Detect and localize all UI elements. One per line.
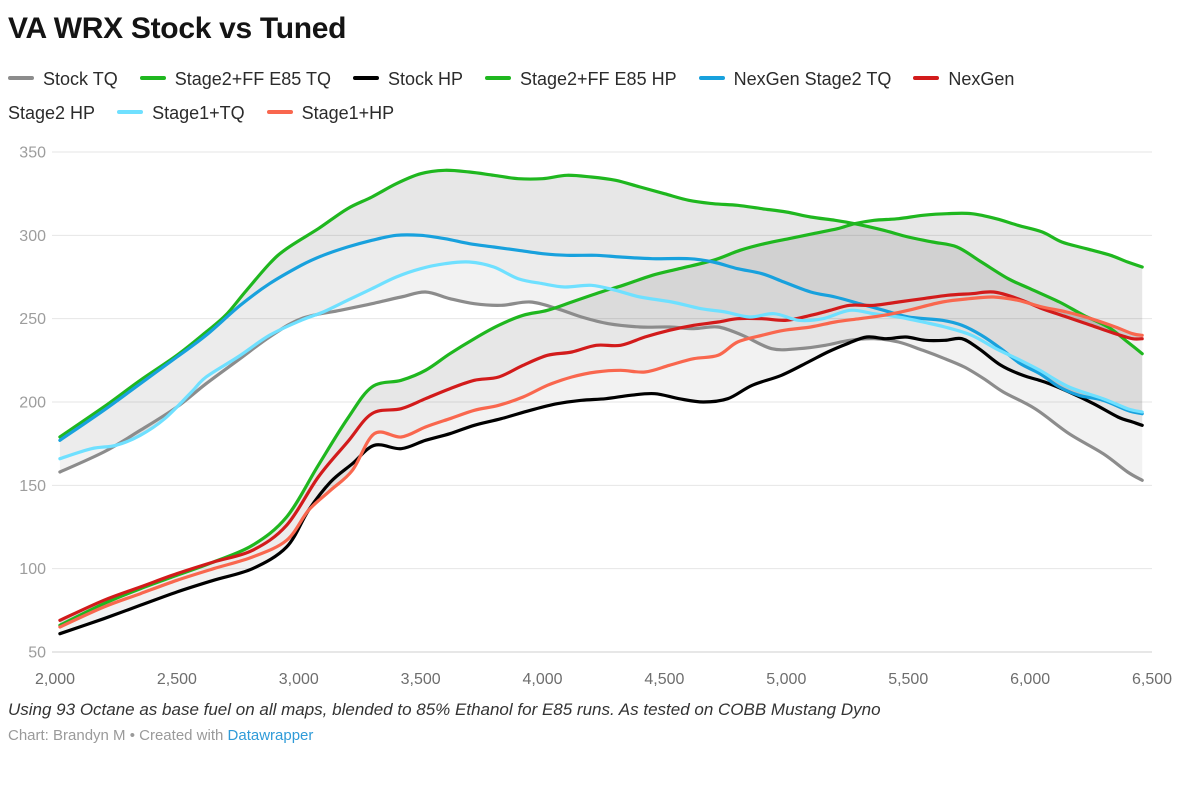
y-axis-tick-label: 150: [19, 478, 46, 495]
x-axis-tick-label: 2,500: [157, 671, 197, 688]
x-axis-tick-label: 4,000: [523, 671, 563, 688]
legend-item: Stock HP: [352, 69, 463, 89]
y-axis-tick-label: 200: [19, 395, 46, 412]
dyno-curve: [58, 233, 1144, 442]
dyno-curve: [58, 260, 1144, 461]
y-axis-tick-label: 300: [19, 228, 46, 245]
credit-line: Chart: Brandyn M • Created with Datawrap…: [8, 727, 1194, 744]
legend-swatch-icon: [485, 76, 511, 81]
legend-item: NexGen Stage2 HP: [8, 69, 1015, 123]
dyno-curve: [58, 335, 1144, 636]
legend: Stock TQ Stage2+FF E85 TQ Stock HP Stage2+F…: [8, 62, 1016, 130]
legend-swatch-icon: [266, 110, 293, 115]
legend-item: Stage1+HP: [266, 103, 394, 123]
x-axis-tick-label: 3,500: [401, 671, 441, 688]
chart-title: VA WRX Stock vs Tuned: [8, 12, 347, 45]
footnote: Using 93 Octane as base fuel on all maps…: [8, 700, 881, 719]
x-axis-tick-label: 6,500: [1132, 671, 1172, 688]
stock-vs-tuned-shaded-band: [59, 234, 1143, 459]
dyno-curve: [58, 168, 1144, 439]
y-axis-tick-label: 250: [19, 311, 46, 328]
stock-vs-tuned-shaded-band: [59, 213, 1143, 626]
legend-item: NexGen Stage2 TQ: [698, 69, 891, 89]
legend-swatch-icon: [352, 76, 379, 81]
legend-item: Stage1+TQ: [117, 103, 245, 123]
legend-swatch-icon: [139, 76, 166, 81]
legend-swatch-icon: [913, 76, 940, 81]
dyno-curve: [58, 290, 1144, 622]
datawrapper-link[interactable]: Datawrapper: [227, 727, 314, 744]
dyno-line-chart: 350 300 250 200 150 100 50 2,000 2,500 3,000 3,500…: [19, 145, 1172, 689]
x-axis-tick-label: 4,500: [644, 671, 684, 688]
stock-vs-tuned-shaded-band: [59, 170, 1143, 441]
legend-swatch-icon: [117, 110, 144, 115]
x-axis-tick-label: 3,000: [279, 671, 319, 688]
credit-byline: Chart: Brandyn M • Created with: [8, 727, 228, 744]
x-axis-tick-label: 5,500: [888, 671, 928, 688]
legend-item: Stage2+FF E85 HP: [485, 69, 677, 89]
legend-swatch-icon: [698, 76, 725, 81]
stock-vs-tuned-shaded-band: [59, 296, 1143, 634]
dyno-curve: [58, 211, 1144, 627]
dyno-curve: [58, 295, 1144, 629]
x-axis-tick-label: 5,000: [766, 671, 806, 688]
legend-item: Stage2+FF E85 TQ: [139, 69, 331, 89]
y-axis-tick-label: 100: [19, 561, 46, 578]
x-axis-tick-label: 6,000: [1010, 671, 1050, 688]
y-axis-tick-label: 350: [19, 145, 46, 162]
stock-vs-tuned-shaded-band: [59, 291, 1143, 627]
x-axis-tick-label: 2,000: [35, 671, 75, 688]
y-axis-tick-label: 50: [28, 645, 46, 662]
legend-swatch-icon: [8, 76, 34, 81]
chart-area: 350 300 250 200 150 100 50 2,000 2,500 3,000 3,500…: [0, 132, 1194, 694]
legend-item: Stock TQ: [8, 69, 118, 89]
